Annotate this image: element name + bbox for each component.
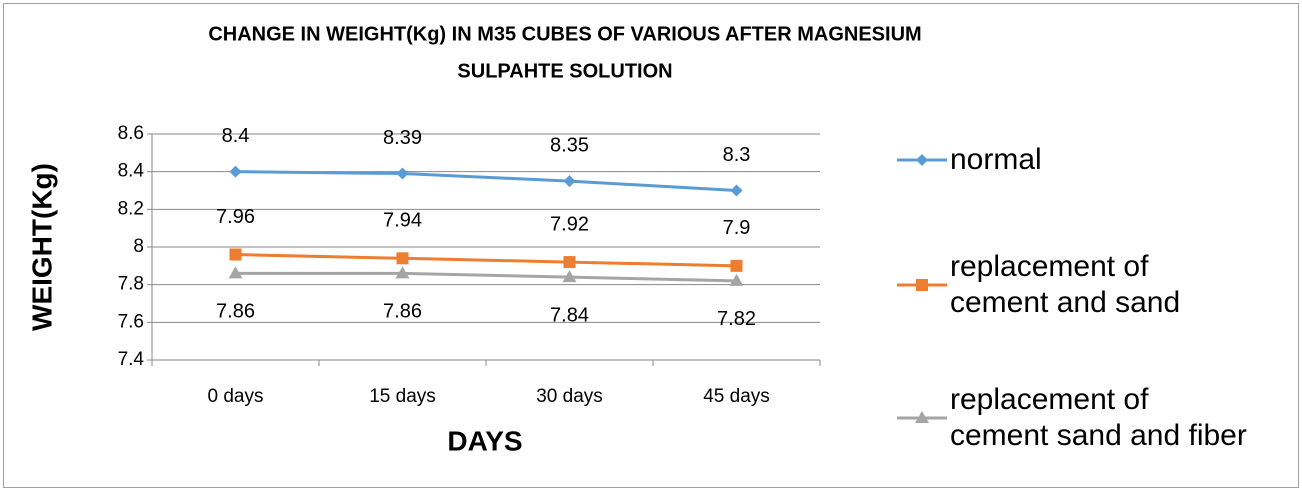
y-tick-label: 7.4	[118, 349, 145, 370]
marker	[562, 270, 577, 283]
chart-border	[3, 3, 1299, 488]
data-label: 7.92	[550, 213, 589, 235]
x-tick-label: 0 days	[208, 386, 264, 407]
data-label: 8.4	[222, 125, 250, 147]
marker	[395, 266, 410, 279]
y-tick-label: 8	[133, 236, 144, 257]
marker	[730, 184, 743, 197]
data-label: 7.86	[383, 301, 422, 323]
marker	[396, 252, 409, 265]
data-label: 8.39	[383, 127, 422, 149]
marker	[229, 248, 242, 261]
marker	[916, 154, 928, 166]
data-label: 7.9	[723, 217, 751, 239]
legend-label: replacement of cement sand and fiber	[950, 383, 1247, 452]
series-line	[235, 170, 737, 192]
marker	[229, 165, 242, 178]
data-label: 7.84	[550, 304, 589, 326]
y-tick-label: 8.4	[118, 161, 145, 182]
data-label: 7.82	[717, 308, 756, 330]
series-line	[235, 253, 737, 268]
x-tick-label: 30 days	[536, 386, 603, 407]
chart-title: SULPAHTE SOLUTION	[457, 60, 672, 82]
y-axis-label: WEIGHT(Kg)	[26, 163, 57, 331]
x-axis-label: DAYS	[447, 425, 522, 456]
marker	[563, 175, 576, 188]
x-tick-label: 15 days	[369, 386, 436, 407]
x-tick-label: 45 days	[703, 386, 770, 407]
legend-label: normal	[950, 143, 1042, 176]
marker	[915, 411, 929, 423]
data-label: 7.86	[216, 301, 255, 323]
data-label: 7.96	[216, 206, 255, 228]
chart-title: CHANGE IN WEIGHT(Kg) IN M35 CUBES OF VAR…	[208, 23, 921, 45]
y-tick-label: 7.6	[118, 311, 144, 332]
data-label: 7.94	[383, 210, 422, 232]
marker	[730, 259, 743, 272]
series-line	[235, 271, 737, 283]
y-tick-label: 8.2	[118, 198, 144, 219]
marker	[916, 279, 928, 291]
marker	[729, 273, 744, 286]
y-tick-label: 8.6	[118, 123, 144, 144]
marker	[396, 167, 409, 180]
marker	[563, 256, 576, 269]
data-label: 8.3	[723, 144, 751, 166]
marker	[228, 266, 243, 279]
y-tick-label: 7.8	[118, 274, 144, 295]
legend-label: replacement of cement and sand	[950, 250, 1181, 319]
data-label: 8.35	[550, 134, 589, 156]
